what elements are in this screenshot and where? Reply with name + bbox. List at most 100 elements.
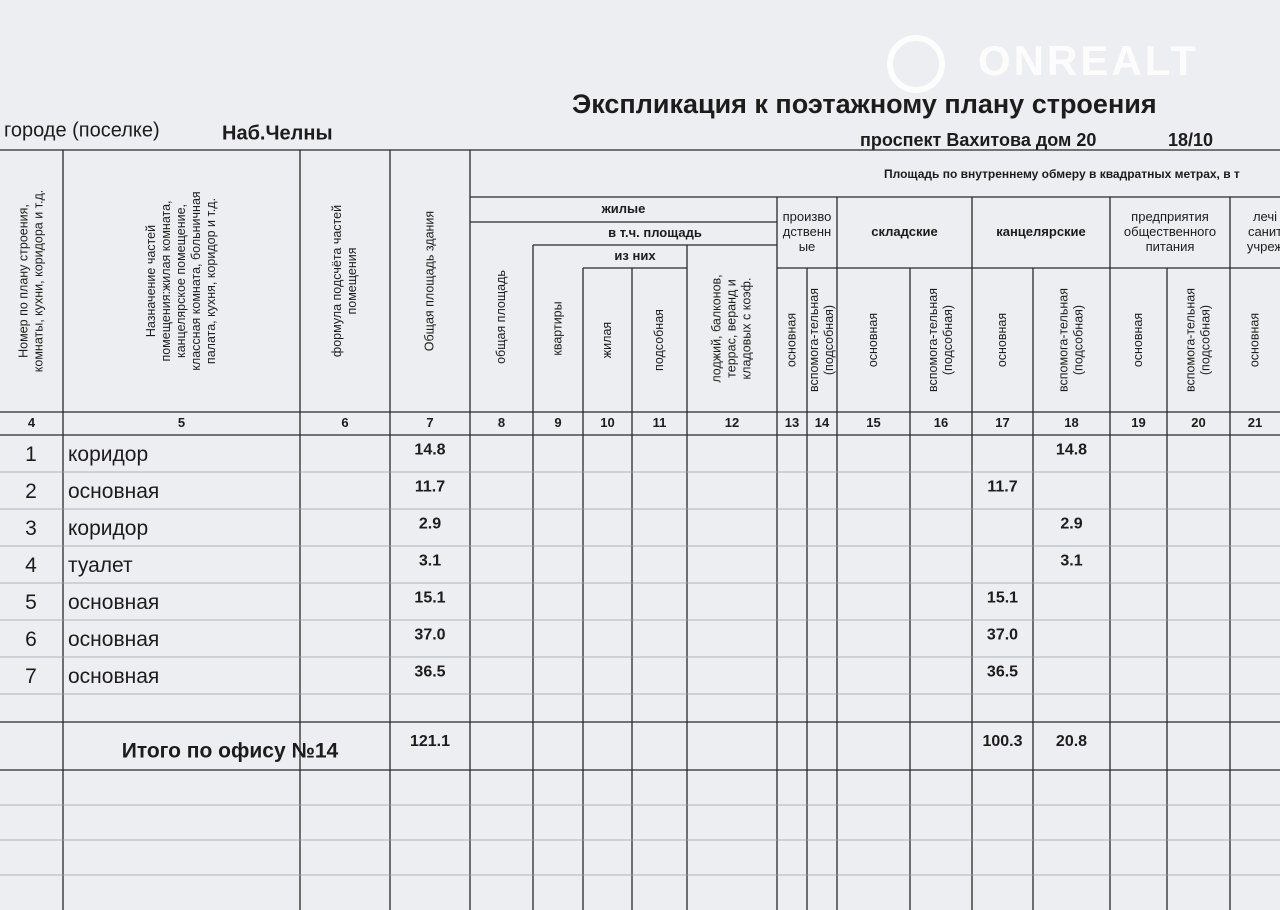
table-grid: жилые в т.ч. площадь из них производственны… [0, 149, 1280, 910]
area-value: 11.7 [987, 479, 1017, 496]
group-label: складские [871, 224, 937, 239]
group-label: произво [783, 209, 832, 224]
room-name: основная [68, 591, 159, 614]
group-label: предприятия [1131, 209, 1209, 224]
area-header: Площадь по внутреннему обмеру в квадратн… [884, 167, 1240, 181]
column-header: лоджий, балконов, [709, 274, 723, 382]
column-header: классная комната, больничная [189, 191, 203, 370]
column-number: 11 [653, 415, 667, 430]
area-value: 37.0 [414, 627, 445, 644]
area-value: 3.1 [419, 553, 441, 570]
column-header: Номер по плану строения, [16, 204, 30, 358]
group-label: в т.ч. площадь [608, 225, 702, 240]
row-number: 4 [25, 554, 37, 577]
group-label: общественного [1124, 224, 1216, 239]
column-number: 4 [28, 415, 36, 430]
column-header: кладовых с коэф. [739, 278, 753, 380]
area-value: 11.7 [415, 479, 445, 496]
column-number: 9 [554, 415, 561, 430]
total-value: 100.3 [982, 733, 1022, 750]
city: Наб.Челны [222, 122, 333, 144]
area-value: 2.9 [419, 516, 441, 533]
group-label: лечі [1253, 209, 1277, 224]
column-header: комнаты, кухни, коридора и т.д. [31, 190, 45, 372]
title: Экспликация к поэтажному плану строения [572, 89, 1157, 119]
column-header: вспомога-тельная [807, 288, 821, 392]
column-header: основная [995, 313, 1009, 367]
column-number: 20 [1191, 415, 1205, 430]
total-value: 121.1 [410, 733, 450, 750]
room-name: туалет [68, 554, 133, 577]
area-value: 37.0 [987, 627, 1018, 644]
column-header: (подсобная) [1071, 305, 1085, 375]
room-name: основная [68, 480, 159, 503]
column-header: квартиры [550, 301, 564, 355]
group-label: жилые [601, 201, 646, 216]
column-number: 17 [995, 415, 1009, 430]
column-header: основная [866, 313, 880, 367]
column-header: основная [1131, 313, 1145, 367]
column-header: общая площадь [494, 270, 508, 364]
room-name: основная [68, 665, 159, 688]
area-value: 36.5 [414, 664, 445, 681]
column-header: палата, кухня, коридор и т.д. [204, 198, 218, 364]
column-number: 19 [1131, 415, 1145, 430]
watermark: ONREALT [978, 37, 1199, 84]
row-number: 7 [25, 665, 37, 688]
group-label: из них [614, 248, 656, 263]
column-header: вспомога-тельная [1056, 288, 1070, 392]
column-header: формула подсчёта частей [330, 205, 344, 357]
column-header: вспомога-тельная [926, 288, 940, 392]
column-number: 10 [600, 415, 614, 430]
group-label: санит [1248, 224, 1280, 239]
group-label: питания [1146, 239, 1195, 254]
area-value: 14.8 [414, 442, 445, 459]
area-value: 2.9 [1060, 516, 1082, 533]
column-number: 18 [1064, 415, 1078, 430]
row-number: 5 [25, 591, 37, 614]
location-label: городе (поселке) [4, 119, 160, 141]
area-value: 15.1 [987, 590, 1018, 607]
row-number: 2 [25, 480, 37, 503]
column-header: основная [1247, 313, 1261, 367]
column-header: террас, веранд и [724, 279, 738, 378]
room-name: коридор [68, 443, 148, 466]
column-header: помещения [345, 247, 359, 314]
column-header: Назначение частей [144, 225, 158, 337]
column-header: канцелярское помещение, [174, 204, 188, 358]
area-value: 14.8 [1056, 442, 1087, 459]
column-number: 14 [815, 415, 830, 430]
area-value: 15.1 [414, 590, 445, 607]
column-number: 13 [785, 415, 799, 430]
room-name: коридор [68, 517, 148, 540]
row-number: 6 [25, 628, 37, 651]
column-header: подсобная [652, 309, 666, 371]
column-number: 15 [866, 415, 880, 430]
total-value: 20.8 [1056, 733, 1087, 750]
column-number: 5 [178, 415, 185, 430]
column-number: 7 [426, 415, 433, 430]
column-header: (подсобная) [1198, 305, 1212, 375]
group-label: дственн [783, 224, 831, 239]
group-label: ые [799, 239, 816, 254]
area-value: 36.5 [987, 664, 1018, 681]
total-label: Итого по офису №14 [122, 740, 339, 763]
area-value: 3.1 [1060, 553, 1082, 570]
column-header: Общая площадь здания [422, 211, 436, 351]
code: 18/10 [1168, 130, 1213, 150]
watermark-icon [887, 35, 945, 93]
column-header: (подсобная) [941, 305, 955, 375]
row-number: 3 [25, 517, 37, 540]
column-number: 8 [498, 415, 505, 430]
column-header: (подсобная) [822, 305, 836, 375]
room-name: основная [68, 628, 159, 651]
group-label: учреж [1247, 239, 1280, 254]
column-header: вспомога-тельная [1183, 288, 1197, 392]
column-number: 6 [341, 415, 348, 430]
address: проспект Вахитова дом 20 [860, 130, 1096, 150]
group-label: канцелярские [996, 224, 1086, 239]
column-number: 21 [1248, 415, 1262, 430]
